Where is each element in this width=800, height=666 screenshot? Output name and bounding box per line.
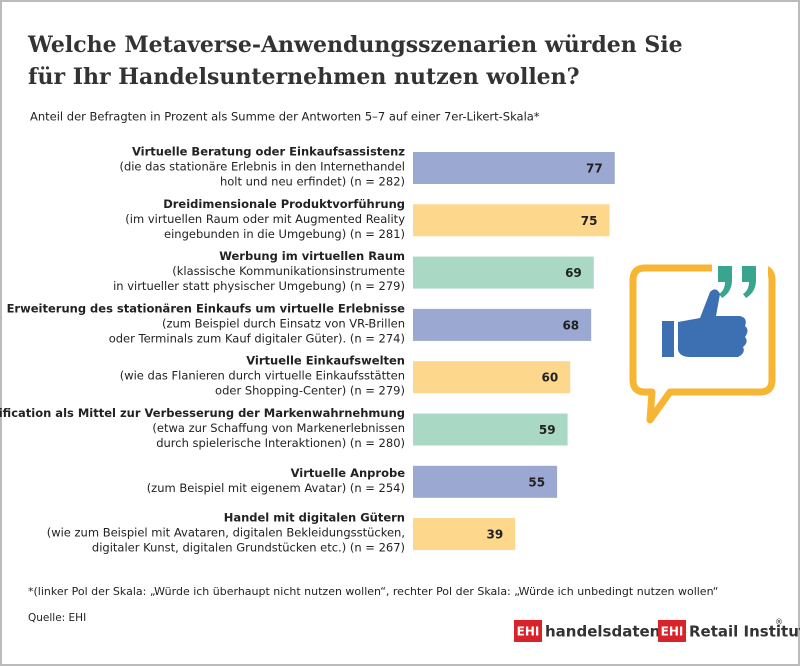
- category-note: (die das stationäre Erlebnis in den Inte…: [119, 160, 405, 174]
- category-note: (zum Beispiel durch Einsatz von VR-Brill…: [162, 316, 405, 330]
- category-label: Gamification als Mittel zur Verbesserung…: [0, 406, 405, 420]
- value-label: 75: [581, 214, 598, 228]
- category-label: Virtuelle Beratung oder Einkaufsassisten…: [132, 145, 405, 159]
- chart-title: für Ihr Handelsunternehmen nutzen wollen…: [28, 64, 580, 90]
- category-label: Werbung im virtuellen Raum: [219, 249, 405, 263]
- bar: [413, 256, 594, 289]
- category-note: holt und neu erfindet) (n = 282): [220, 175, 405, 189]
- logo-text: handelsdaten.de: [545, 623, 687, 641]
- bar: [413, 465, 558, 498]
- source: Quelle: EHI: [28, 612, 86, 624]
- category-note: (wie zum Beispiel mit Avataren, digitale…: [47, 526, 405, 540]
- category-label: Virtuelle Anprobe: [291, 466, 406, 480]
- logo-sup: ®: [775, 618, 783, 627]
- category-note: durch spielerische Interaktionen) (n = 2…: [156, 436, 405, 450]
- category-label: Erweiterung des stationären Einkaufs um …: [7, 301, 406, 315]
- category-note: oder Shopping-Center) (n = 279): [215, 384, 405, 398]
- category-label: Dreidimensionale Produktvorführung: [163, 197, 405, 211]
- category-label: Virtuelle Einkaufswelten: [246, 354, 405, 368]
- chart-title: Welche Metaverse-Anwendungsszenarien wür…: [27, 32, 683, 58]
- value-label: 60: [541, 371, 558, 385]
- logo: EHI handelsdaten.de EHI Retail Institute…: [514, 618, 800, 642]
- category-note: eingebunden in die Umgebung) (n = 281): [164, 227, 405, 241]
- bar: [413, 152, 615, 184]
- chart-subtitle: Anteil der Befragten in Prozent als Summ…: [30, 110, 540, 124]
- category-note: digitaler Kunst, digitalen Grundstücken …: [92, 541, 405, 555]
- bar: [413, 518, 516, 551]
- category-note: oder Terminals zum Kauf digitaler Güter)…: [109, 331, 405, 345]
- category-note: (im virtuellen Raum oder mit Augmented R…: [125, 212, 405, 226]
- category-note: (zum Beispiel mit eigenem Avatar) (n = 2…: [147, 481, 405, 495]
- category-label: Handel mit digitalen Gütern: [224, 511, 405, 525]
- value-label: 39: [486, 528, 503, 542]
- logo-mark: EHI: [661, 625, 684, 639]
- logo-mark: EHI: [517, 625, 540, 639]
- value-label: 55: [528, 475, 545, 489]
- category-note: (wie das Flanieren durch virtuelle Einka…: [120, 369, 405, 383]
- category-note: in virtueller statt physischer Umgebung)…: [113, 279, 405, 293]
- icon: [629, 258, 776, 424]
- bar: [413, 413, 568, 446]
- footnote: *(linker Pol der Skala: „Würde ich überh…: [28, 585, 718, 598]
- value-label: 69: [565, 266, 582, 280]
- bar: [413, 204, 610, 237]
- category-note: (klassische Kommunikationsinstrumente: [172, 264, 405, 278]
- value-label: 77: [586, 162, 603, 176]
- logo-text: Retail Institute: [689, 623, 800, 641]
- bar: [413, 361, 571, 394]
- category-note: (etwa zur Schaffung von Markenerlebnisse…: [152, 421, 405, 435]
- bar: [413, 308, 592, 341]
- value-label: 59: [539, 423, 556, 437]
- value-label: 68: [562, 318, 579, 332]
